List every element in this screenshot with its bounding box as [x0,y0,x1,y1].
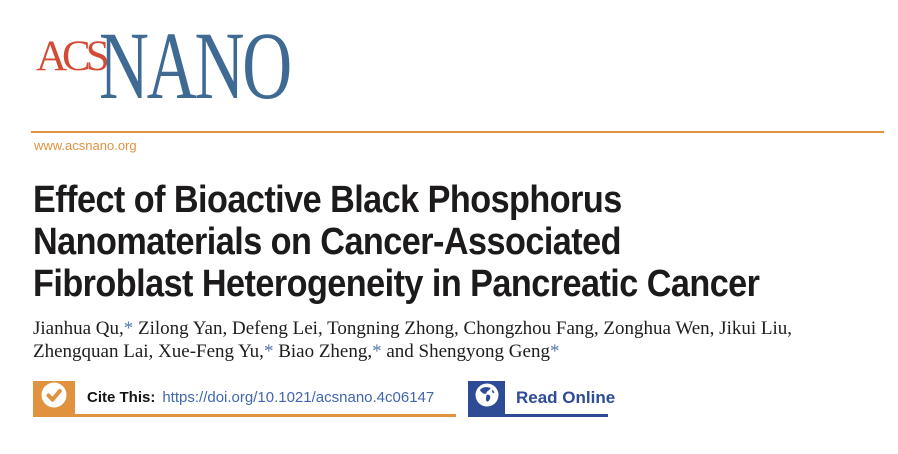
logo-nano-text: NANO [99,12,292,119]
cite-this-bar: Cite This: https://doi.org/10.1021/acsna… [33,381,456,417]
cite-badge [33,381,75,414]
read-online-label: Read Online [516,387,616,407]
journal-logo: ACS NANO [0,0,898,130]
journal-website-link[interactable]: www.acsnano.org [34,138,137,153]
title-line: Fibroblast Heterogeneity in Pancreatic C… [33,263,760,305]
checkmark-icon [41,382,67,413]
author-list: Jianhua Qu,* Zilong Yan, Defeng Lei, Ton… [33,317,792,363]
page-title: Effect of Bioactive Black Phosphorus Nan… [33,179,760,305]
doi-link[interactable]: https://doi.org/10.1021/acsnano.4c06147 [162,389,435,406]
author-line: Jianhua Qu,* Zilong Yan, Defeng Lei, Ton… [33,318,793,339]
logo-acs-text: ACS [36,33,110,80]
title-line: Effect of Bioactive Black Phosphorus [33,179,622,221]
title-line: Nanomaterials on Cancer-Associated [33,221,621,263]
cite-this-label: Cite This: [87,389,156,406]
read-online-button[interactable]: Read Online [468,381,615,417]
author-line: Zhengquan Lai, Xue-Feng Yu,* Biao Zheng,… [33,341,560,362]
globe-icon [474,382,500,413]
masthead-divider [31,131,884,133]
read-online-badge [468,381,505,414]
